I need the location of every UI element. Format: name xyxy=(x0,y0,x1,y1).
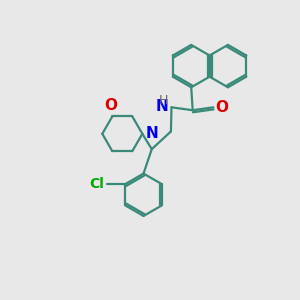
Text: O: O xyxy=(104,98,117,113)
Text: Cl: Cl xyxy=(90,177,105,191)
Text: H: H xyxy=(159,94,168,107)
Text: O: O xyxy=(216,100,229,115)
Text: N: N xyxy=(155,99,168,114)
Text: N: N xyxy=(145,126,158,141)
